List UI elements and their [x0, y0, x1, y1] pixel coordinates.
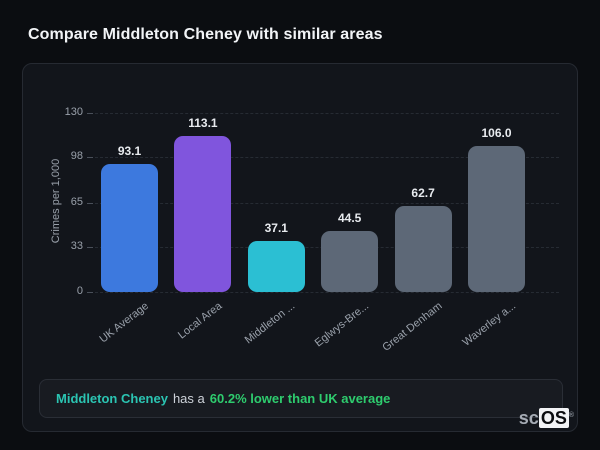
- page-title: Compare Middleton Cheney with similar ar…: [28, 26, 383, 43]
- bar-3[interactable]: [321, 230, 379, 292]
- gridline: [95, 292, 559, 293]
- y-tick-mark: [87, 246, 93, 248]
- bar-value-label: 106.0: [481, 126, 512, 141]
- logo-suffix: OS: [538, 408, 569, 428]
- note-area-name: Middleton Cheney: [56, 391, 168, 406]
- bar-chart: Crimes per 1,000 0 33 65 98 130 93.1 UK Averag…: [23, 64, 577, 431]
- y-tick-mark: [87, 292, 93, 293]
- bar-1[interactable]: [174, 136, 232, 292]
- bar-2[interactable]: [247, 240, 305, 292]
- gridline: [95, 113, 559, 114]
- x-category-label: Great Denham: [380, 300, 445, 354]
- y-tick-mark: [87, 202, 93, 204]
- y-tick-label: 98: [70, 150, 83, 163]
- y-tick-label: 33: [70, 239, 83, 252]
- comparison-note: Middleton Cheney has a 60.2% lower than …: [39, 379, 563, 418]
- x-category-label: Waverley a...: [460, 300, 518, 349]
- y-tick-mark: [87, 113, 93, 114]
- x-category-label: Eglwys-Bre...: [312, 300, 372, 350]
- logo-prefix: sc: [518, 408, 539, 428]
- x-category-label: Middleton ...: [243, 300, 298, 347]
- y-tick-label: 65: [70, 195, 83, 208]
- x-category-label: UK Average: [97, 300, 151, 346]
- note-connector: has a: [172, 391, 205, 406]
- bar-5[interactable]: [468, 146, 525, 292]
- registered-mark: ®: [568, 412, 574, 419]
- y-tick-label: 0: [76, 285, 83, 297]
- bar-4[interactable]: [394, 205, 452, 292]
- bar-value-label: 113.1: [188, 116, 218, 131]
- y-tick-mark: [87, 157, 93, 159]
- scos-logo: sc OS ®: [519, 406, 574, 430]
- x-category-label: Local Area: [175, 300, 225, 342]
- y-tick-label: 130: [64, 106, 83, 118]
- bar-value-label: 44.5: [338, 210, 362, 225]
- bar-value-label: 62.7: [411, 185, 435, 200]
- gridline: [95, 202, 559, 204]
- bar-value-label: 37.1: [264, 220, 288, 235]
- note-highlight: 60.2% lower than UK average: [209, 391, 391, 406]
- bar-value-label: 93.1: [117, 143, 142, 158]
- gridline: [95, 157, 559, 159]
- chart-card: Crimes per 1,000 0 33 65 98 130 93.1 UK Averag…: [22, 63, 578, 432]
- bar-0[interactable]: [101, 163, 158, 292]
